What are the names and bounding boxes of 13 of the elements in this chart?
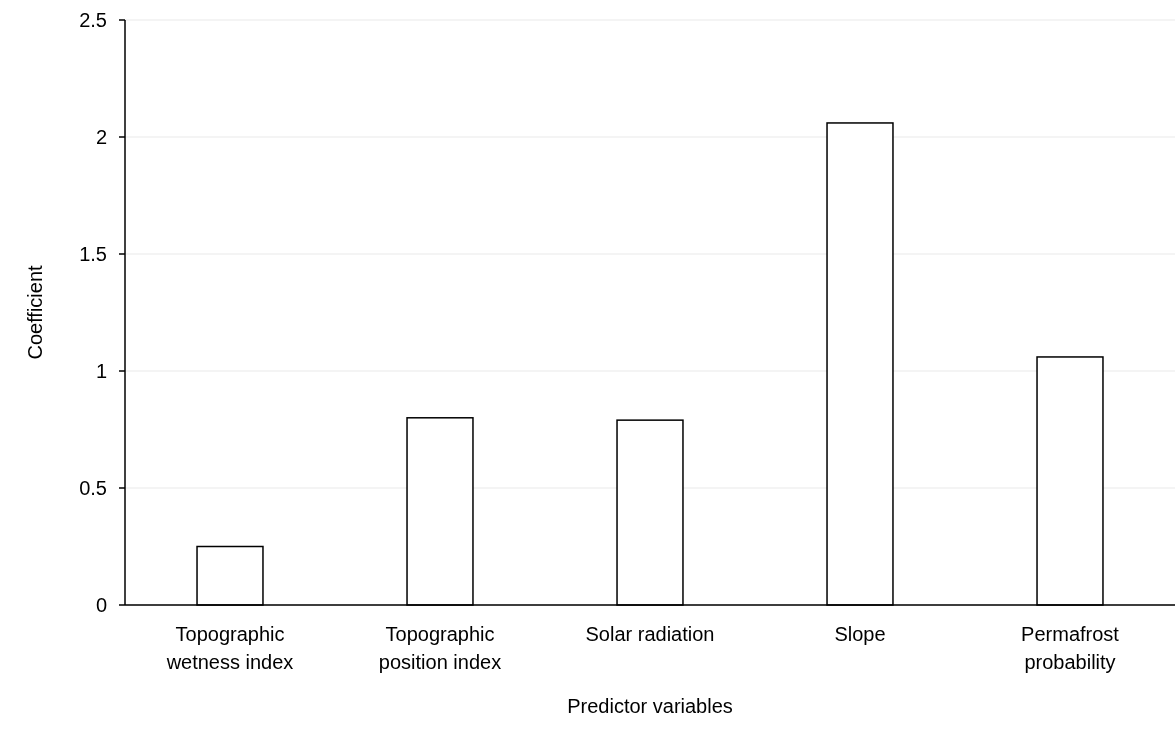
y-tick-label: 0.5 bbox=[79, 477, 107, 499]
x-tick-label: Solar radiation bbox=[585, 623, 715, 645]
y-tick-label: 2 bbox=[95, 126, 107, 148]
x-axis-title: Predictor variables bbox=[567, 695, 733, 717]
y-tick-label: 1 bbox=[95, 360, 107, 382]
x-tick-label: Topographic position index bbox=[378, 623, 502, 673]
y-tick-label: 0 bbox=[95, 594, 107, 616]
x-tick-label: Permafrost probability bbox=[1021, 623, 1120, 673]
x-tick-label: Slope bbox=[834, 623, 886, 645]
x-tick-label: Topographic wetness index bbox=[165, 623, 294, 673]
y-tick-label: 1.5 bbox=[79, 243, 107, 265]
y-tick-label: 2.5 bbox=[79, 9, 107, 31]
y-axis-title: Coefficient bbox=[24, 265, 46, 360]
